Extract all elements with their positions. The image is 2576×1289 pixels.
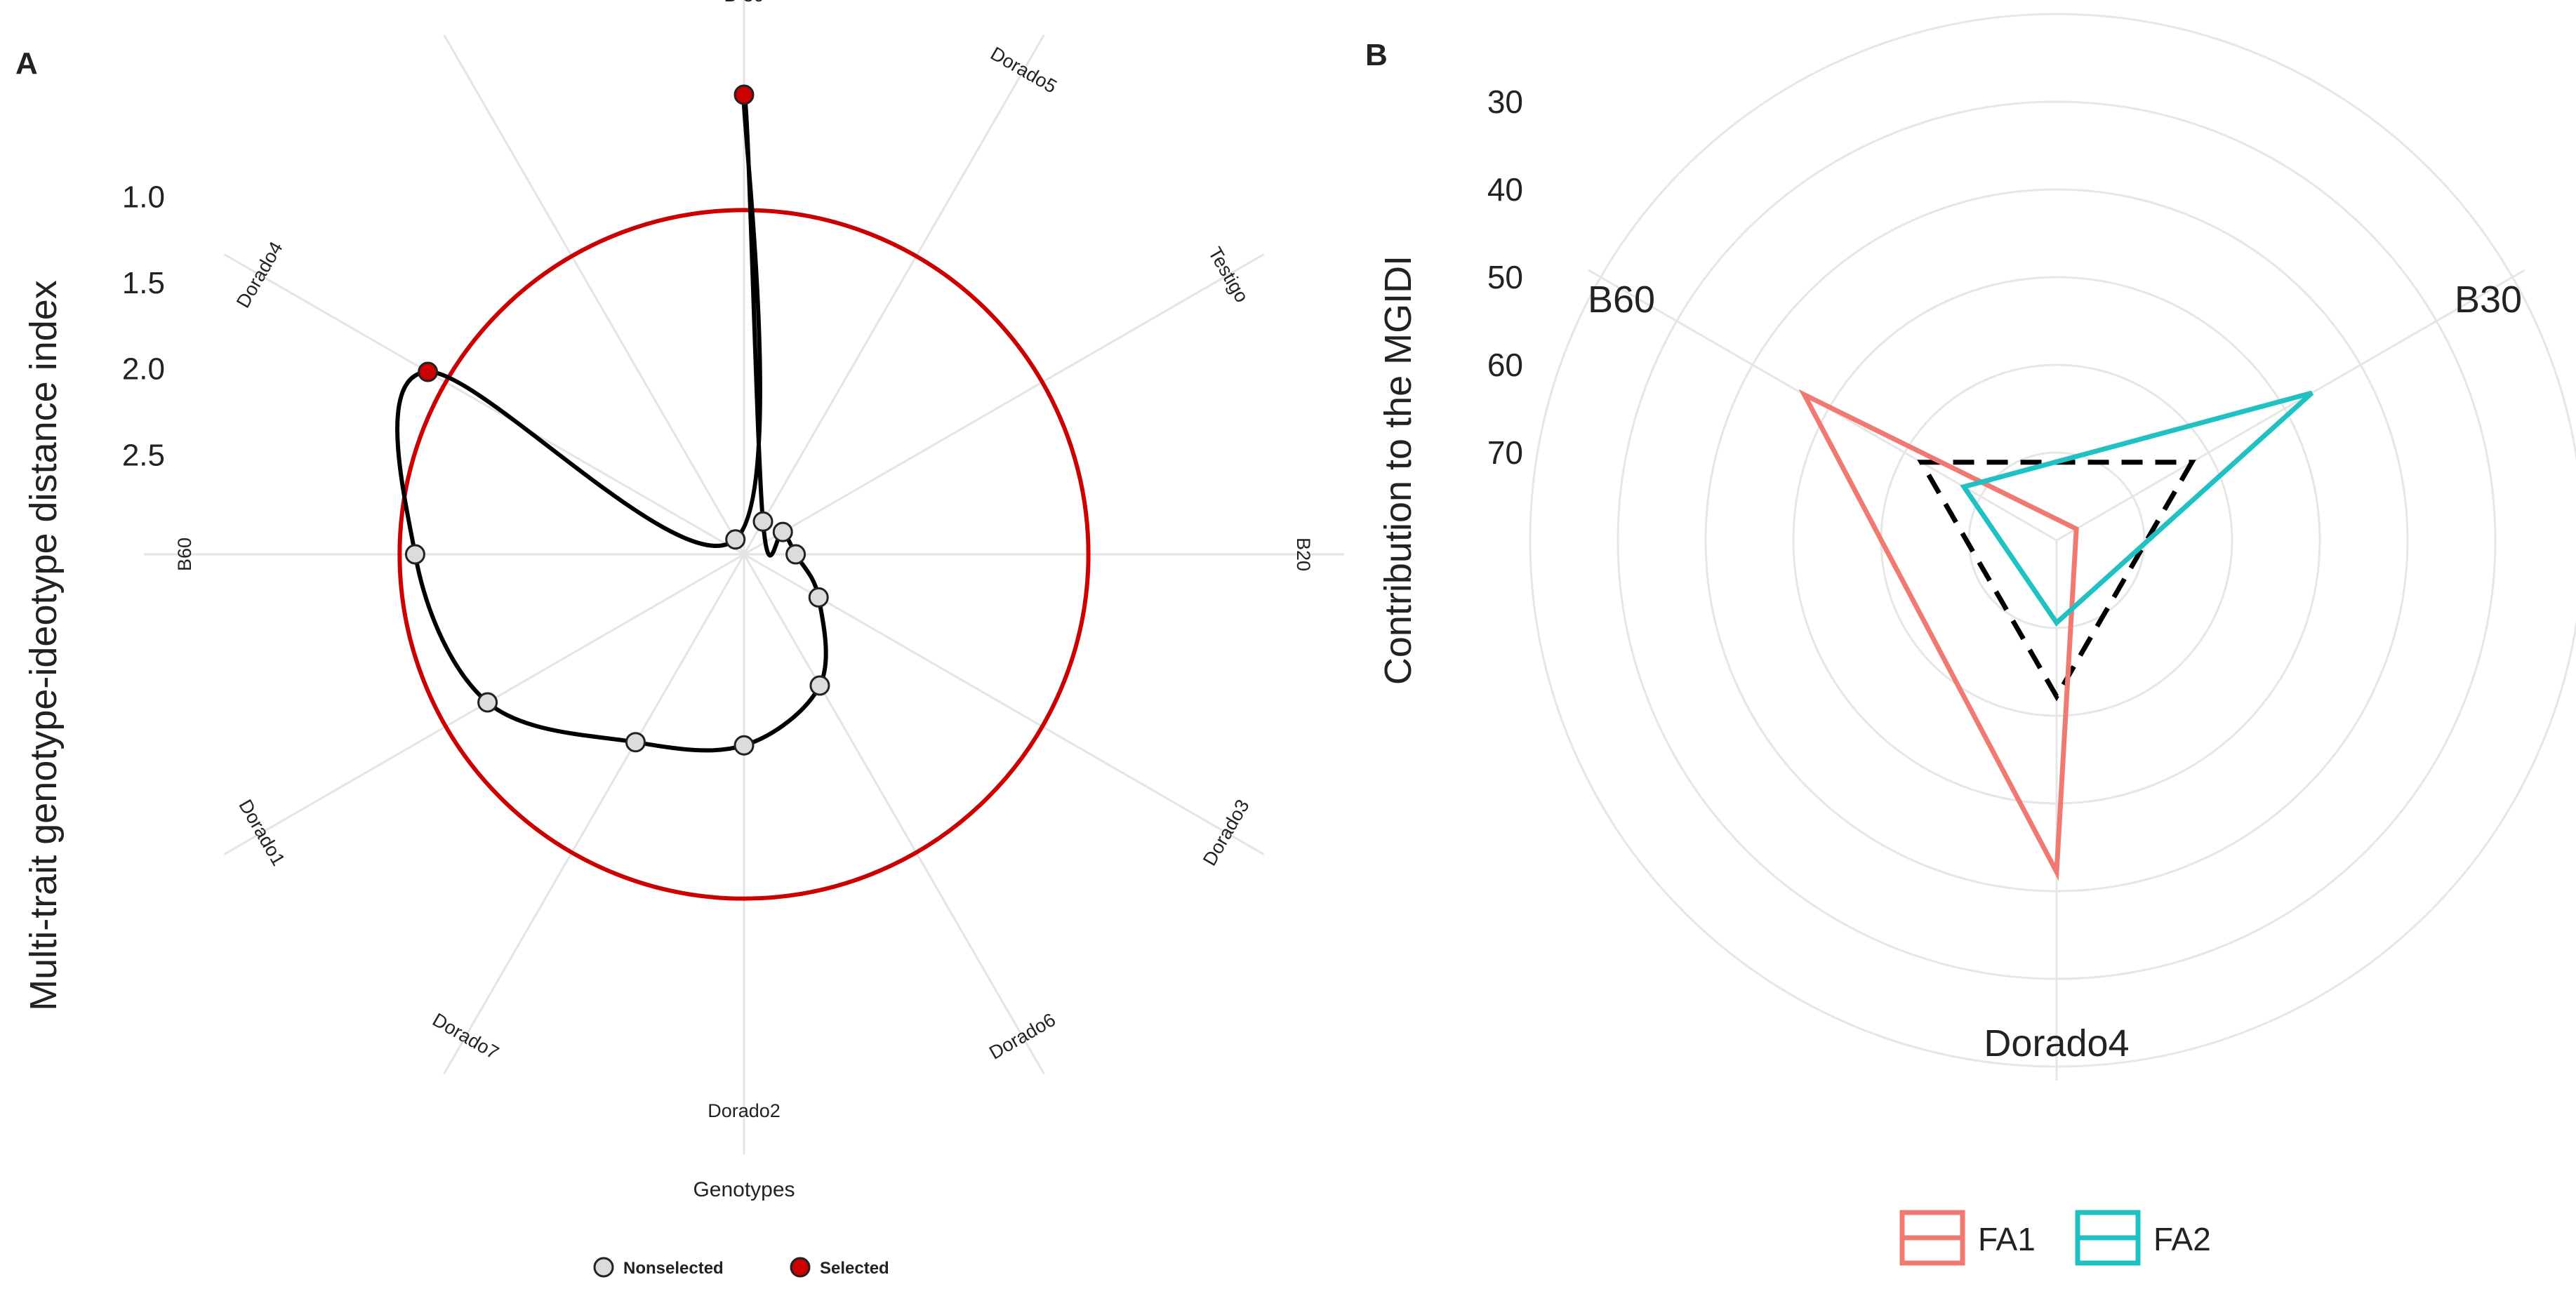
genotype-label: B-30 (724, 0, 764, 6)
legend-label: FA2 (2153, 1221, 2211, 1257)
legend-marker (593, 1257, 614, 1278)
nonselected-point (404, 544, 425, 565)
genotype-label: B60 (174, 537, 195, 571)
spoke-line (743, 34, 1045, 555)
panel-label-a: A (15, 46, 38, 81)
chart-a-polar-distance: B-30 Dorado5 Testigo B20 Dorado3 Dorado6 Dorad… (22, 0, 1344, 1278)
grid-ring (1529, 13, 2576, 1068)
genotype-label: Dorado7 (429, 1009, 503, 1064)
x-axis-title: Genotypes (693, 1178, 795, 1201)
spoke-line (223, 253, 745, 556)
genotype-label: Dorado1 (234, 796, 289, 869)
radial-tick-label: 50 (1487, 259, 1523, 295)
nonselected-point (477, 692, 498, 713)
genotype-label: Testigo (1204, 243, 1253, 306)
radial-tick-label: 2.0 (122, 352, 165, 387)
genotype-label: Dorado4 (232, 238, 287, 312)
legend-marker (790, 1257, 811, 1278)
radial-tick-label: 60 (1487, 347, 1523, 383)
nonselected-point (625, 732, 646, 753)
spoke-line (443, 554, 745, 1075)
axis-label: B60 (1588, 279, 1655, 321)
spoke-line (743, 554, 1045, 1075)
genotype-label: Dorado2 (708, 1100, 781, 1121)
y-axis-title: Contribution to the MGIDI (1377, 255, 1419, 685)
legend-label: FA1 (1978, 1221, 2036, 1257)
spoke-line (443, 34, 745, 555)
radial-tick-label: 1.5 (122, 266, 165, 300)
panel-label-b: B (1365, 38, 1388, 72)
legend-label: Nonselected (623, 1259, 724, 1278)
nonselected-point (725, 529, 746, 550)
chart-b-radar-contribution: B30 Dorado4 B60 30 40 50 60 70 Contribution to t… (1377, 13, 2576, 1266)
genotype-label: Dorado6 (985, 1009, 1059, 1064)
radial-tick-label: 30 (1487, 84, 1523, 120)
nonselected-point (809, 675, 830, 696)
cutoff-circle (397, 208, 1091, 901)
spoke-line (743, 553, 1265, 855)
radial-tick-label: 40 (1487, 171, 1523, 208)
nonselected-point (808, 587, 829, 608)
nonselected-point (733, 735, 755, 756)
axis-label: B30 (2455, 279, 2522, 321)
radial-tick-label: 2.5 (122, 438, 165, 472)
spoke-line (2056, 269, 2525, 542)
y-axis-title: Multi-trait genotype-ideotype distance i… (22, 280, 65, 1011)
genotype-label: Dorado3 (1199, 796, 1254, 869)
genotype-label: B20 (1293, 537, 1314, 571)
selected-point (418, 361, 439, 382)
series-polygon-fa1 (1798, 389, 2079, 881)
distance-curve (395, 92, 828, 753)
radial-tick-label: 1.0 (122, 180, 165, 214)
nonselected-point (772, 521, 793, 542)
nonselected-point (785, 544, 806, 565)
series-polygon-fa2 (1960, 390, 2314, 627)
legend-label: Selected (820, 1259, 889, 1278)
nonselected-point (752, 511, 774, 532)
spoke-line (743, 253, 1265, 556)
axis-label: Dorado4 (1984, 1022, 2129, 1064)
genotype-label: Dorado5 (987, 43, 1061, 98)
selected-point (733, 84, 755, 105)
radial-tick-label: 70 (1487, 434, 1523, 471)
